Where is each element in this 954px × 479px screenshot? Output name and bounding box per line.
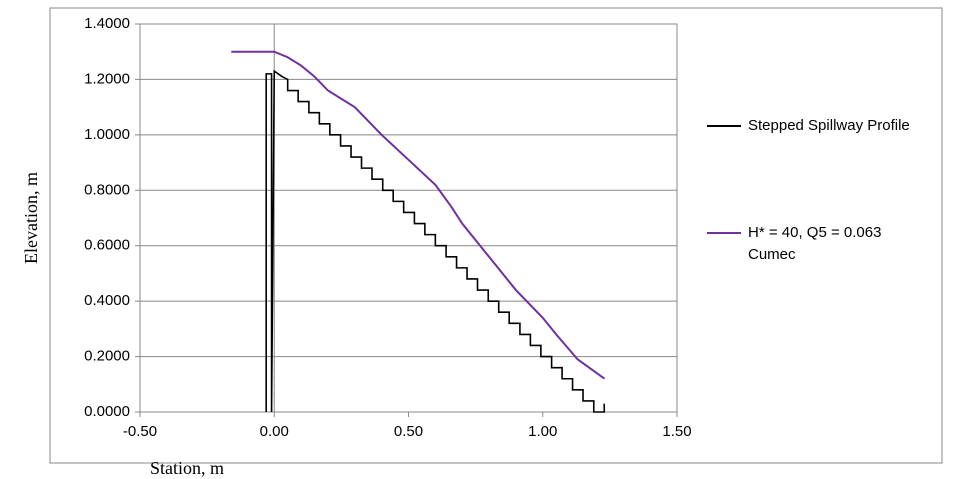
x-tick-label: -0.50: [123, 423, 157, 440]
y-tick-label: 0.0000: [84, 403, 130, 420]
y-tick-label: 0.4000: [84, 292, 130, 309]
y-tick-label: 0.2000: [84, 348, 130, 365]
legend-label: H* = 40, Q5 = 0.063 Cumec: [748, 224, 881, 263]
y-tick-label: 0.8000: [84, 181, 130, 198]
series-line: [265, 69, 606, 413]
plot-border: [139, 23, 678, 413]
x-tick-label: 0.50: [394, 423, 423, 440]
y-axis-label: Elevation, m: [21, 172, 41, 264]
chart-border: [49, 7, 943, 464]
x-tick-label: 0.00: [260, 423, 289, 440]
series-line: [231, 50, 606, 380]
y-tick-label: 1.2000: [84, 70, 130, 87]
x-axis-label: Station, m: [150, 458, 224, 478]
y-tick-label: 1.4000: [84, 15, 130, 32]
y-tick-label: 1.0000: [84, 126, 130, 143]
x-tick-label: 1.50: [662, 423, 691, 440]
legend-label: Stepped Spillway Profile: [748, 117, 910, 134]
y-tick-label: 0.6000: [84, 237, 130, 254]
x-tick-label: 1.00: [528, 423, 557, 440]
